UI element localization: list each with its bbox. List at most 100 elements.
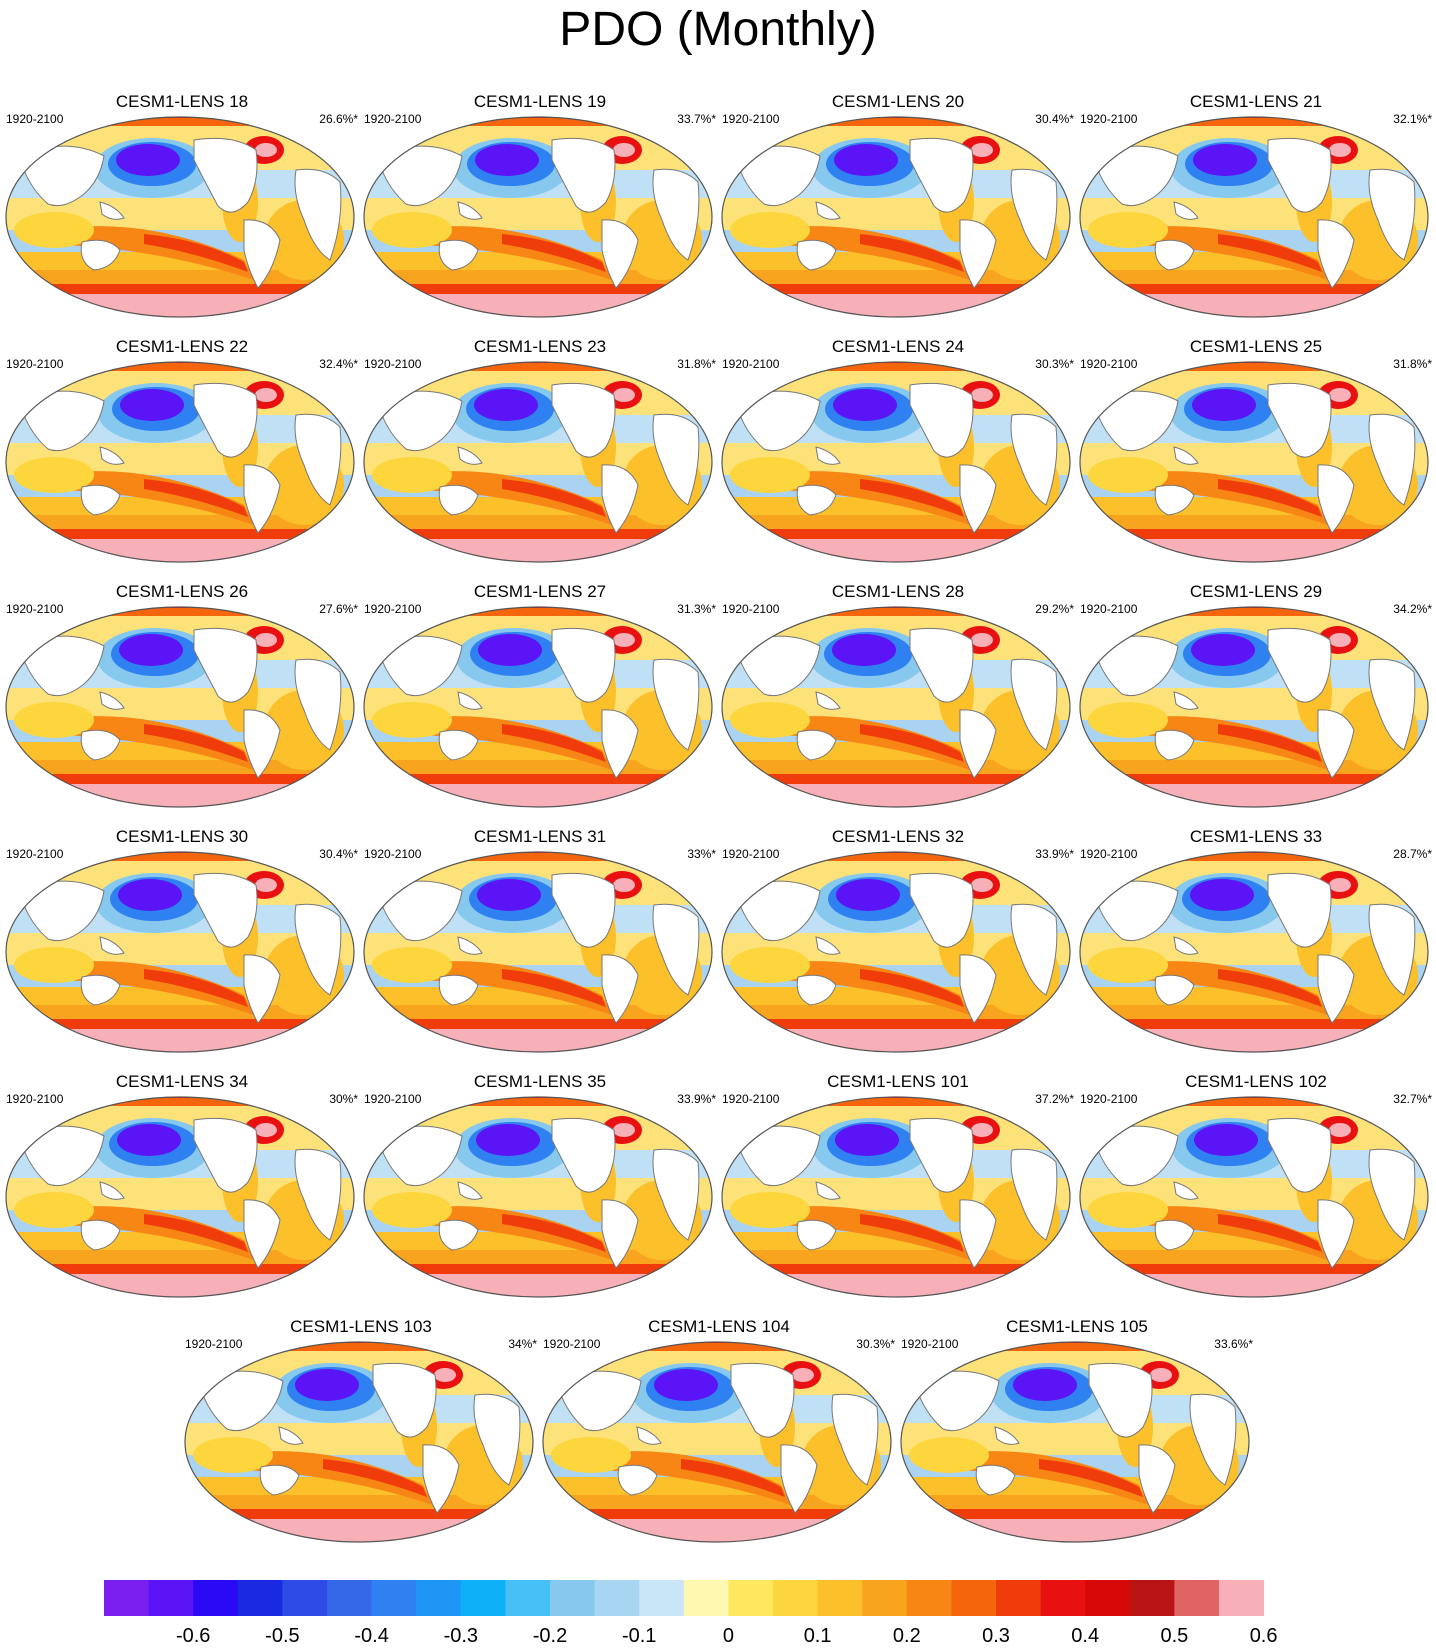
map-panel: CESM1-LENS 29 1920-2100 34.2%*: [1078, 582, 1434, 822]
colorbar-segment: [1219, 1580, 1265, 1616]
pdo-regression-map: [1079, 851, 1429, 1053]
map-panel: CESM1-LENS 19 1920-2100 33.7%*: [362, 92, 718, 332]
colorbar-segment: [104, 1580, 150, 1616]
panel-variance-percent: 29.2%*: [1035, 602, 1074, 616]
panel-period: 1920-2100: [364, 357, 422, 371]
map-panel: CESM1-LENS 35 1920-2100 33.9%*: [362, 1072, 718, 1312]
map-panel: CESM1-LENS 26 1920-2100 27.6%*: [4, 582, 360, 822]
panel-period: 1920-2100: [901, 1337, 959, 1351]
colorbar-tick-label: 0.1: [804, 1625, 832, 1647]
panel-title: CESM1-LENS 104: [648, 1317, 790, 1336]
colorbar-tick-label: -0.5: [265, 1625, 299, 1647]
map-panel: CESM1-LENS 20 1920-2100 30.4%*: [720, 92, 1076, 332]
pdo-regression-map: [5, 606, 355, 808]
panel-variance-percent: 32.1%*: [1393, 112, 1432, 126]
colorbar-tick-label: -0.6: [176, 1625, 210, 1647]
panel-variance-percent: 31.3%*: [677, 602, 716, 616]
colorbar-segment: [193, 1580, 239, 1616]
pdo-regression-map: [542, 1341, 892, 1543]
pdo-regression-map: [5, 361, 355, 563]
colorbar-segment: [416, 1580, 462, 1616]
colorbar-tick-label: -0.3: [444, 1625, 478, 1647]
panel-title: CESM1-LENS 30: [115, 827, 249, 846]
map-panel: CESM1-LENS 105 1920-2100 33.6%*: [899, 1317, 1255, 1557]
pdo-regression-map: [1079, 1096, 1429, 1298]
colorbar-segment: [1174, 1580, 1220, 1616]
panel-period: 1920-2100: [6, 357, 64, 371]
panel-variance-percent: 34.2%*: [1393, 602, 1432, 616]
panel-period: 1920-2100: [722, 357, 780, 371]
pdo-regression-map: [184, 1341, 534, 1543]
panel-title: CESM1-LENS 32: [831, 827, 965, 846]
colorbar-segment: [282, 1580, 328, 1616]
map-panel: CESM1-LENS 104 1920-2100 30.3%*: [541, 1317, 897, 1557]
colorbar-tick-label: 0.3: [982, 1625, 1010, 1647]
colorbar-segment: [951, 1580, 997, 1616]
panel-variance-percent: 28.7%*: [1393, 847, 1432, 861]
panel-title: CESM1-LENS 21: [1189, 92, 1323, 111]
panel-title: CESM1-LENS 101: [827, 1072, 969, 1091]
panel-variance-percent: 31.8%*: [677, 357, 716, 371]
panel-variance-percent: 33.7%*: [677, 112, 716, 126]
panel-period: 1920-2100: [1080, 357, 1138, 371]
pdo-regression-map: [721, 361, 1071, 563]
panel-period: 1920-2100: [6, 1092, 64, 1106]
map-panel: CESM1-LENS 101 1920-2100 37.2%*: [720, 1072, 1076, 1312]
map-panel: CESM1-LENS 24 1920-2100 30.3%*: [720, 337, 1076, 577]
map-panel: CESM1-LENS 18 1920-2100 26.6%*: [4, 92, 360, 332]
panel-title: CESM1-LENS 33: [1189, 827, 1323, 846]
map-panel: CESM1-LENS 22 1920-2100 32.4%*: [4, 337, 360, 577]
map-panel: CESM1-LENS 33 1920-2100 28.7%*: [1078, 827, 1434, 1067]
panel-period: 1920-2100: [364, 847, 422, 861]
pdo-regression-map: [1079, 116, 1429, 318]
colorbar-segment: [1040, 1580, 1086, 1616]
panel-title: CESM1-LENS 22: [115, 337, 249, 356]
colorbar-segment: [728, 1580, 774, 1616]
pdo-regression-map: [5, 116, 355, 318]
colorbar-segment: [371, 1580, 417, 1616]
panel-period: 1920-2100: [6, 602, 64, 616]
panel-period: 1920-2100: [1080, 602, 1138, 616]
panel-period: 1920-2100: [722, 847, 780, 861]
panel-title: CESM1-LENS 27: [473, 582, 607, 601]
panel-title: CESM1-LENS 34: [115, 1072, 249, 1091]
colorbar-segment: [148, 1580, 194, 1616]
panel-variance-percent: 34%*: [508, 1337, 537, 1351]
colorbar-segment: [996, 1580, 1042, 1616]
figure-title: PDO (Monthly): [559, 3, 877, 56]
colorbar-segment: [773, 1580, 819, 1616]
panel-variance-percent: 30%*: [329, 1092, 358, 1106]
colorbar-tick-label: 0.5: [1160, 1625, 1188, 1647]
map-panel: CESM1-LENS 103 1920-2100 34%*: [183, 1317, 539, 1557]
panel-variance-percent: 26.6%*: [319, 112, 358, 126]
panel-period: 1920-2100: [6, 847, 64, 861]
panel-variance-percent: 30.4%*: [1035, 112, 1074, 126]
pdo-regression-map: [363, 606, 713, 808]
pdo-regression-map: [721, 116, 1071, 318]
pdo-regression-map: [1079, 361, 1429, 563]
pdo-regression-map: [721, 1096, 1071, 1298]
colorbar-tick-label: 0.2: [893, 1625, 921, 1647]
colorbar-tick-label: 0.6: [1250, 1625, 1278, 1647]
panel-title: CESM1-LENS 18: [115, 92, 249, 111]
map-panel: CESM1-LENS 27 1920-2100 31.3%*: [362, 582, 718, 822]
map-panel: CESM1-LENS 34 1920-2100 30%*: [4, 1072, 360, 1312]
panel-title: CESM1-LENS 103: [290, 1317, 432, 1336]
panel-period: 1920-2100: [1080, 1092, 1138, 1106]
panel-title: CESM1-LENS 29: [1189, 582, 1323, 601]
colorbar-segment: [639, 1580, 685, 1616]
colorbar-tick-label: -0.2: [533, 1625, 567, 1647]
colorbar-tick-label: -0.1: [622, 1625, 656, 1647]
panel-title: CESM1-LENS 105: [1006, 1317, 1148, 1336]
panel-variance-percent: 33.9%*: [1035, 847, 1074, 861]
colorbar-tick-label: -0.4: [354, 1625, 388, 1647]
panel-period: 1920-2100: [1080, 847, 1138, 861]
map-panel: CESM1-LENS 28 1920-2100 29.2%*: [720, 582, 1076, 822]
panel-period: 1920-2100: [364, 602, 422, 616]
panel-title: CESM1-LENS 19: [473, 92, 607, 111]
pdo-regression-map: [363, 851, 713, 1053]
map-panel: CESM1-LENS 30 1920-2100 30.4%*: [4, 827, 360, 1067]
map-panel: CESM1-LENS 25 1920-2100 31.8%*: [1078, 337, 1434, 577]
pdo-regression-map: [363, 361, 713, 563]
colorbar-tick-label: 0: [723, 1625, 734, 1647]
